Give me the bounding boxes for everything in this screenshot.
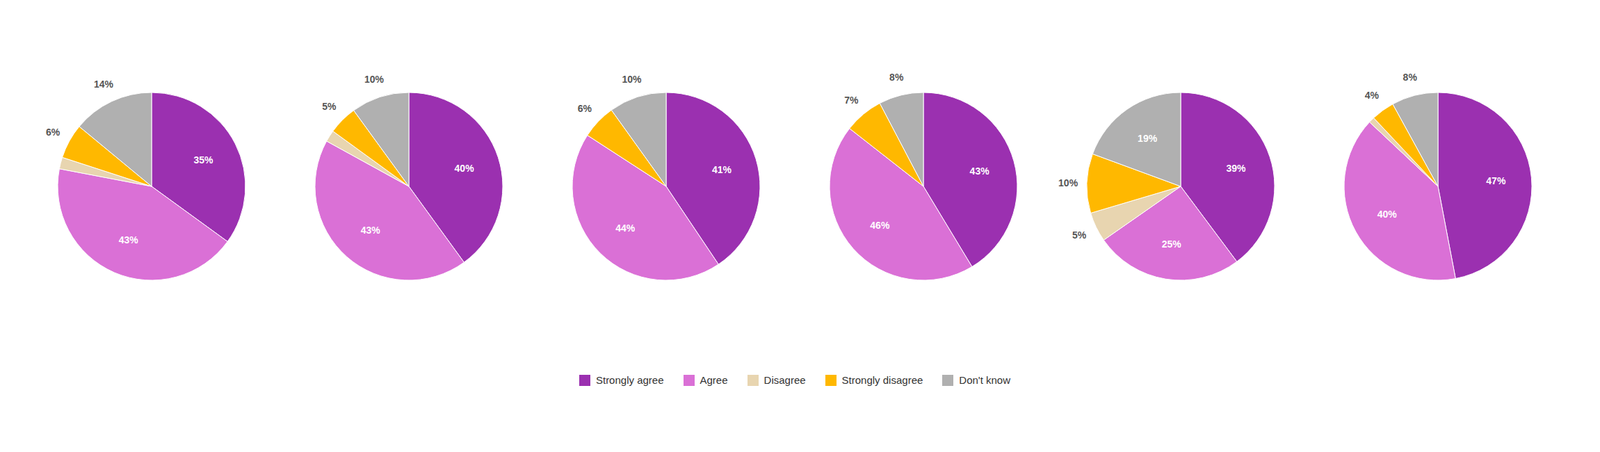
svg-text:43%: 43%: [360, 224, 382, 236]
svg-text:10%: 10%: [364, 73, 385, 85]
svg-text:8%: 8%: [1403, 71, 1418, 83]
svg-text:44%: 44%: [615, 222, 636, 234]
svg-text:7%: 7%: [844, 94, 859, 106]
svg-text:35%: 35%: [194, 154, 215, 166]
svg-text:10%: 10%: [621, 73, 642, 85]
svg-text:6%: 6%: [45, 126, 61, 138]
svg-text:43%: 43%: [118, 234, 140, 246]
svg-text:40%: 40%: [454, 162, 475, 174]
svg-text:40%: 40%: [1377, 208, 1398, 220]
svg-text:8%: 8%: [889, 71, 904, 83]
html-text:Don't know: Don't know: [959, 374, 1011, 386]
svg-text:19%: 19%: [1137, 132, 1158, 144]
svg-text:10%: 10%: [1058, 177, 1079, 189]
svg-text:5%: 5%: [321, 100, 337, 112]
svg-text:47%: 47%: [1485, 175, 1507, 187]
html-text:Agree: Agree: [699, 374, 728, 386]
html-text:Disagree: Disagree: [763, 374, 806, 386]
svg-text:41%: 41%: [712, 164, 733, 176]
svg-text:5%: 5%: [1072, 229, 1087, 241]
svg-text:43%: 43%: [970, 165, 991, 177]
svg-text:25%: 25%: [1161, 238, 1183, 250]
html-text:Strongly disagree: Strongly disagree: [841, 374, 923, 386]
svg-text:46%: 46%: [869, 219, 891, 231]
svg-text:39%: 39%: [1225, 162, 1247, 174]
html-text:Strongly agree: Strongly agree: [595, 374, 664, 386]
svg-text:6%: 6%: [577, 102, 593, 115]
svg-text:4%: 4%: [1364, 89, 1380, 101]
svg-text:14%: 14%: [93, 78, 115, 90]
